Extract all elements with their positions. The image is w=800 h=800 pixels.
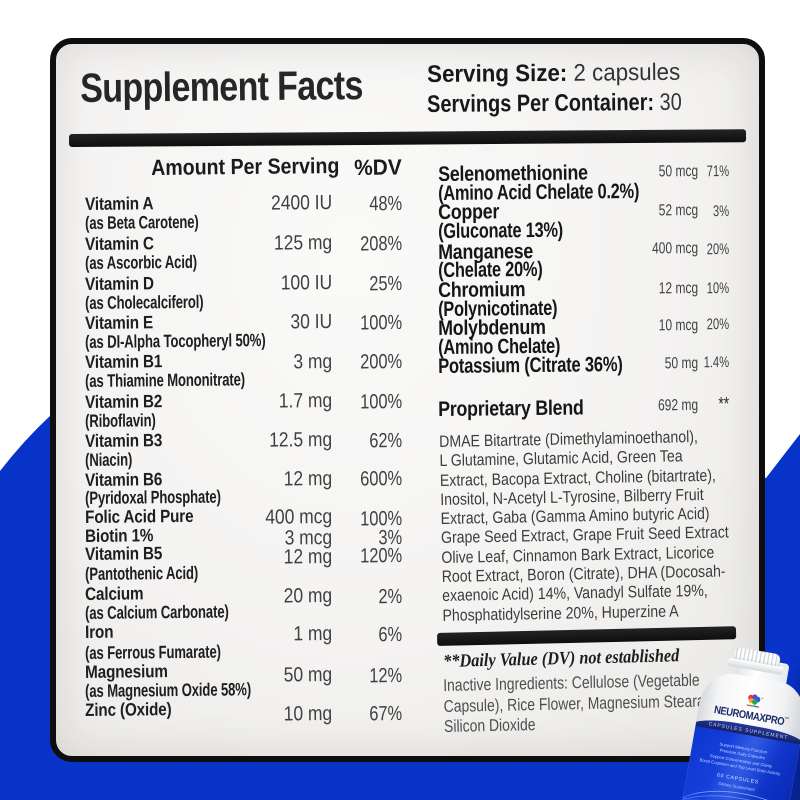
svg-text:™: ™ xyxy=(760,696,764,700)
